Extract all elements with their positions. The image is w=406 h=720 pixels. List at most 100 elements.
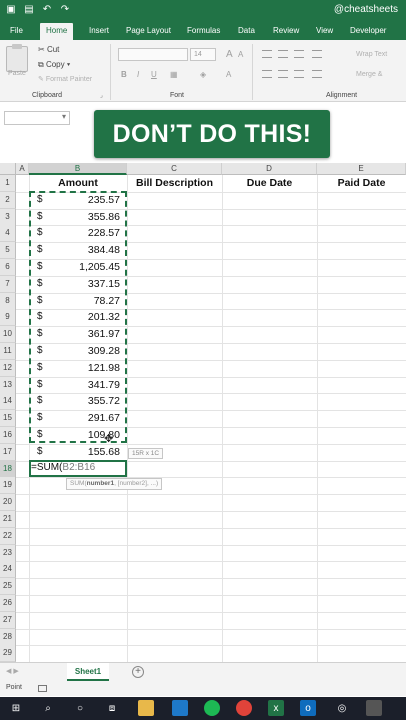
row-header[interactable]: 8: [0, 292, 16, 310]
header-due-date[interactable]: Due Date: [246, 177, 293, 189]
row-header[interactable]: 12: [0, 359, 16, 377]
store-icon[interactable]: [172, 700, 188, 716]
amount-cell[interactable]: 337.15: [87, 277, 120, 290]
align-middle-icon[interactable]: [278, 50, 288, 58]
amount-cell[interactable]: 384.48: [87, 244, 120, 257]
tab-view[interactable]: View: [316, 26, 334, 35]
font-size-dropdown[interactable]: 14: [190, 48, 216, 61]
row-header[interactable]: 22: [0, 527, 16, 545]
row-header[interactable]: 2: [0, 191, 16, 209]
task-view-icon[interactable]: ⧈: [108, 702, 116, 714]
excel-icon[interactable]: x: [268, 700, 284, 716]
amount-cell[interactable]: 78.27: [93, 294, 120, 307]
row-header[interactable]: 16: [0, 427, 16, 444]
row-header[interactable]: 11: [0, 343, 16, 360]
app-icon[interactable]: ◎: [337, 702, 347, 714]
indent-icon[interactable]: [312, 70, 322, 78]
italic-button[interactable]: I: [137, 70, 140, 79]
row-header[interactable]: 9: [0, 309, 16, 327]
wrap-text-button[interactable]: Wrap Text: [356, 51, 388, 58]
amount-cell[interactable]: 1,205.45: [79, 261, 120, 273]
row-header[interactable]: 14: [0, 393, 16, 411]
header-bill-description[interactable]: Bill Description: [135, 177, 213, 189]
header-amount[interactable]: Amount: [58, 177, 98, 189]
shrink-font-button[interactable]: A: [238, 50, 244, 59]
tooltip-function-name[interactable]: SUM(: [70, 480, 87, 487]
row-header[interactable]: 27: [0, 611, 16, 629]
merge-button[interactable]: Merge &: [356, 71, 383, 78]
amount-cell[interactable]: 235.57: [87, 193, 120, 206]
tab-home[interactable]: Home: [40, 23, 74, 40]
orientation-icon[interactable]: [312, 50, 322, 58]
row-header[interactable]: 13: [0, 376, 16, 394]
bold-button[interactable]: B: [121, 70, 127, 79]
row-header[interactable]: 15: [0, 410, 16, 428]
amount-cell[interactable]: 309.28: [87, 345, 120, 357]
column-header-c[interactable]: C: [127, 163, 222, 175]
amount-cell[interactable]: 228.57: [87, 227, 120, 240]
amount-cell[interactable]: 121.98: [87, 361, 120, 374]
amount-cell[interactable]: 355.72: [87, 395, 120, 408]
cortana-icon[interactable]: ○: [76, 702, 84, 714]
file-explorer-icon[interactable]: [138, 700, 154, 716]
select-all-corner[interactable]: [0, 163, 16, 175]
clipboard-launcher-icon[interactable]: ⌟: [100, 93, 103, 99]
amount-cell[interactable]: 155.68: [87, 445, 120, 458]
amount-cell[interactable]: 109.80: [87, 429, 120, 441]
fill-color-icon[interactable]: ◈: [200, 70, 207, 79]
row-header[interactable]: 17: [0, 443, 16, 461]
app-icon[interactable]: [366, 700, 382, 716]
amount-cell[interactable]: 341.79: [87, 378, 120, 391]
align-right-icon[interactable]: [294, 70, 304, 78]
active-cell-b18[interactable]: [29, 460, 127, 477]
row-header[interactable]: 25: [0, 578, 16, 596]
align-left-icon[interactable]: [262, 70, 272, 78]
format-painter-button[interactable]: ✎ Format Painter: [38, 76, 93, 83]
row-header[interactable]: 24: [0, 561, 16, 579]
row-header[interactable]: 29: [0, 645, 16, 663]
column-header-b[interactable]: B: [29, 163, 127, 175]
copy-button[interactable]: ⧉ Copy ▾: [38, 60, 71, 69]
search-icon[interactable]: ⌕: [45, 702, 51, 714]
amount-cell[interactable]: 291.67: [87, 412, 120, 425]
paste-icon[interactable]: [6, 44, 28, 72]
paste-label[interactable]: Paste: [8, 70, 26, 77]
column-header-d[interactable]: D: [222, 163, 317, 175]
align-top-icon[interactable]: [262, 50, 272, 58]
font-name-dropdown[interactable]: [118, 48, 188, 61]
chrome-icon[interactable]: [236, 700, 252, 716]
row-header[interactable]: 1: [0, 175, 16, 192]
tab-file[interactable]: File: [10, 26, 23, 35]
grow-font-button[interactable]: A: [226, 49, 233, 60]
undo-icon[interactable]: ↶: [42, 4, 52, 15]
row-header[interactable]: 28: [0, 628, 16, 646]
row-header[interactable]: 3: [0, 208, 16, 226]
tab-page-layout[interactable]: Page Layout: [126, 26, 171, 35]
row-header[interactable]: 7: [0, 275, 16, 293]
align-bottom-icon[interactable]: [294, 50, 304, 58]
row-header[interactable]: 10: [0, 326, 16, 344]
macro-record-icon[interactable]: [38, 685, 47, 692]
save-icon[interactable]: ▣: [6, 4, 16, 15]
row-header[interactable]: 21: [0, 511, 16, 528]
sheet-tab-sheet1[interactable]: Sheet1: [67, 663, 109, 681]
row-header[interactable]: 19: [0, 477, 16, 495]
tab-developer[interactable]: Developer: [350, 26, 387, 35]
row-header[interactable]: 20: [0, 494, 16, 512]
spotify-icon[interactable]: [204, 700, 220, 716]
amount-cell[interactable]: 355.86: [87, 210, 120, 223]
windows-start-icon[interactable]: ⊞: [11, 702, 21, 714]
column-header-a[interactable]: A: [16, 163, 29, 175]
add-sheet-icon[interactable]: +: [132, 666, 144, 678]
underline-button[interactable]: U: [151, 70, 157, 79]
row-header[interactable]: 26: [0, 595, 16, 612]
row-header[interactable]: 5: [0, 242, 16, 260]
row-header[interactable]: 6: [0, 259, 16, 276]
row-header[interactable]: 18: [0, 460, 16, 478]
tab-review[interactable]: Review: [273, 26, 300, 35]
align-center-icon[interactable]: [278, 70, 288, 78]
redo-icon[interactable]: ↷: [60, 4, 70, 15]
header-paid-date[interactable]: Paid Date: [337, 177, 386, 189]
save-as-icon[interactable]: ▤: [24, 4, 34, 15]
row-header[interactable]: 23: [0, 544, 16, 562]
